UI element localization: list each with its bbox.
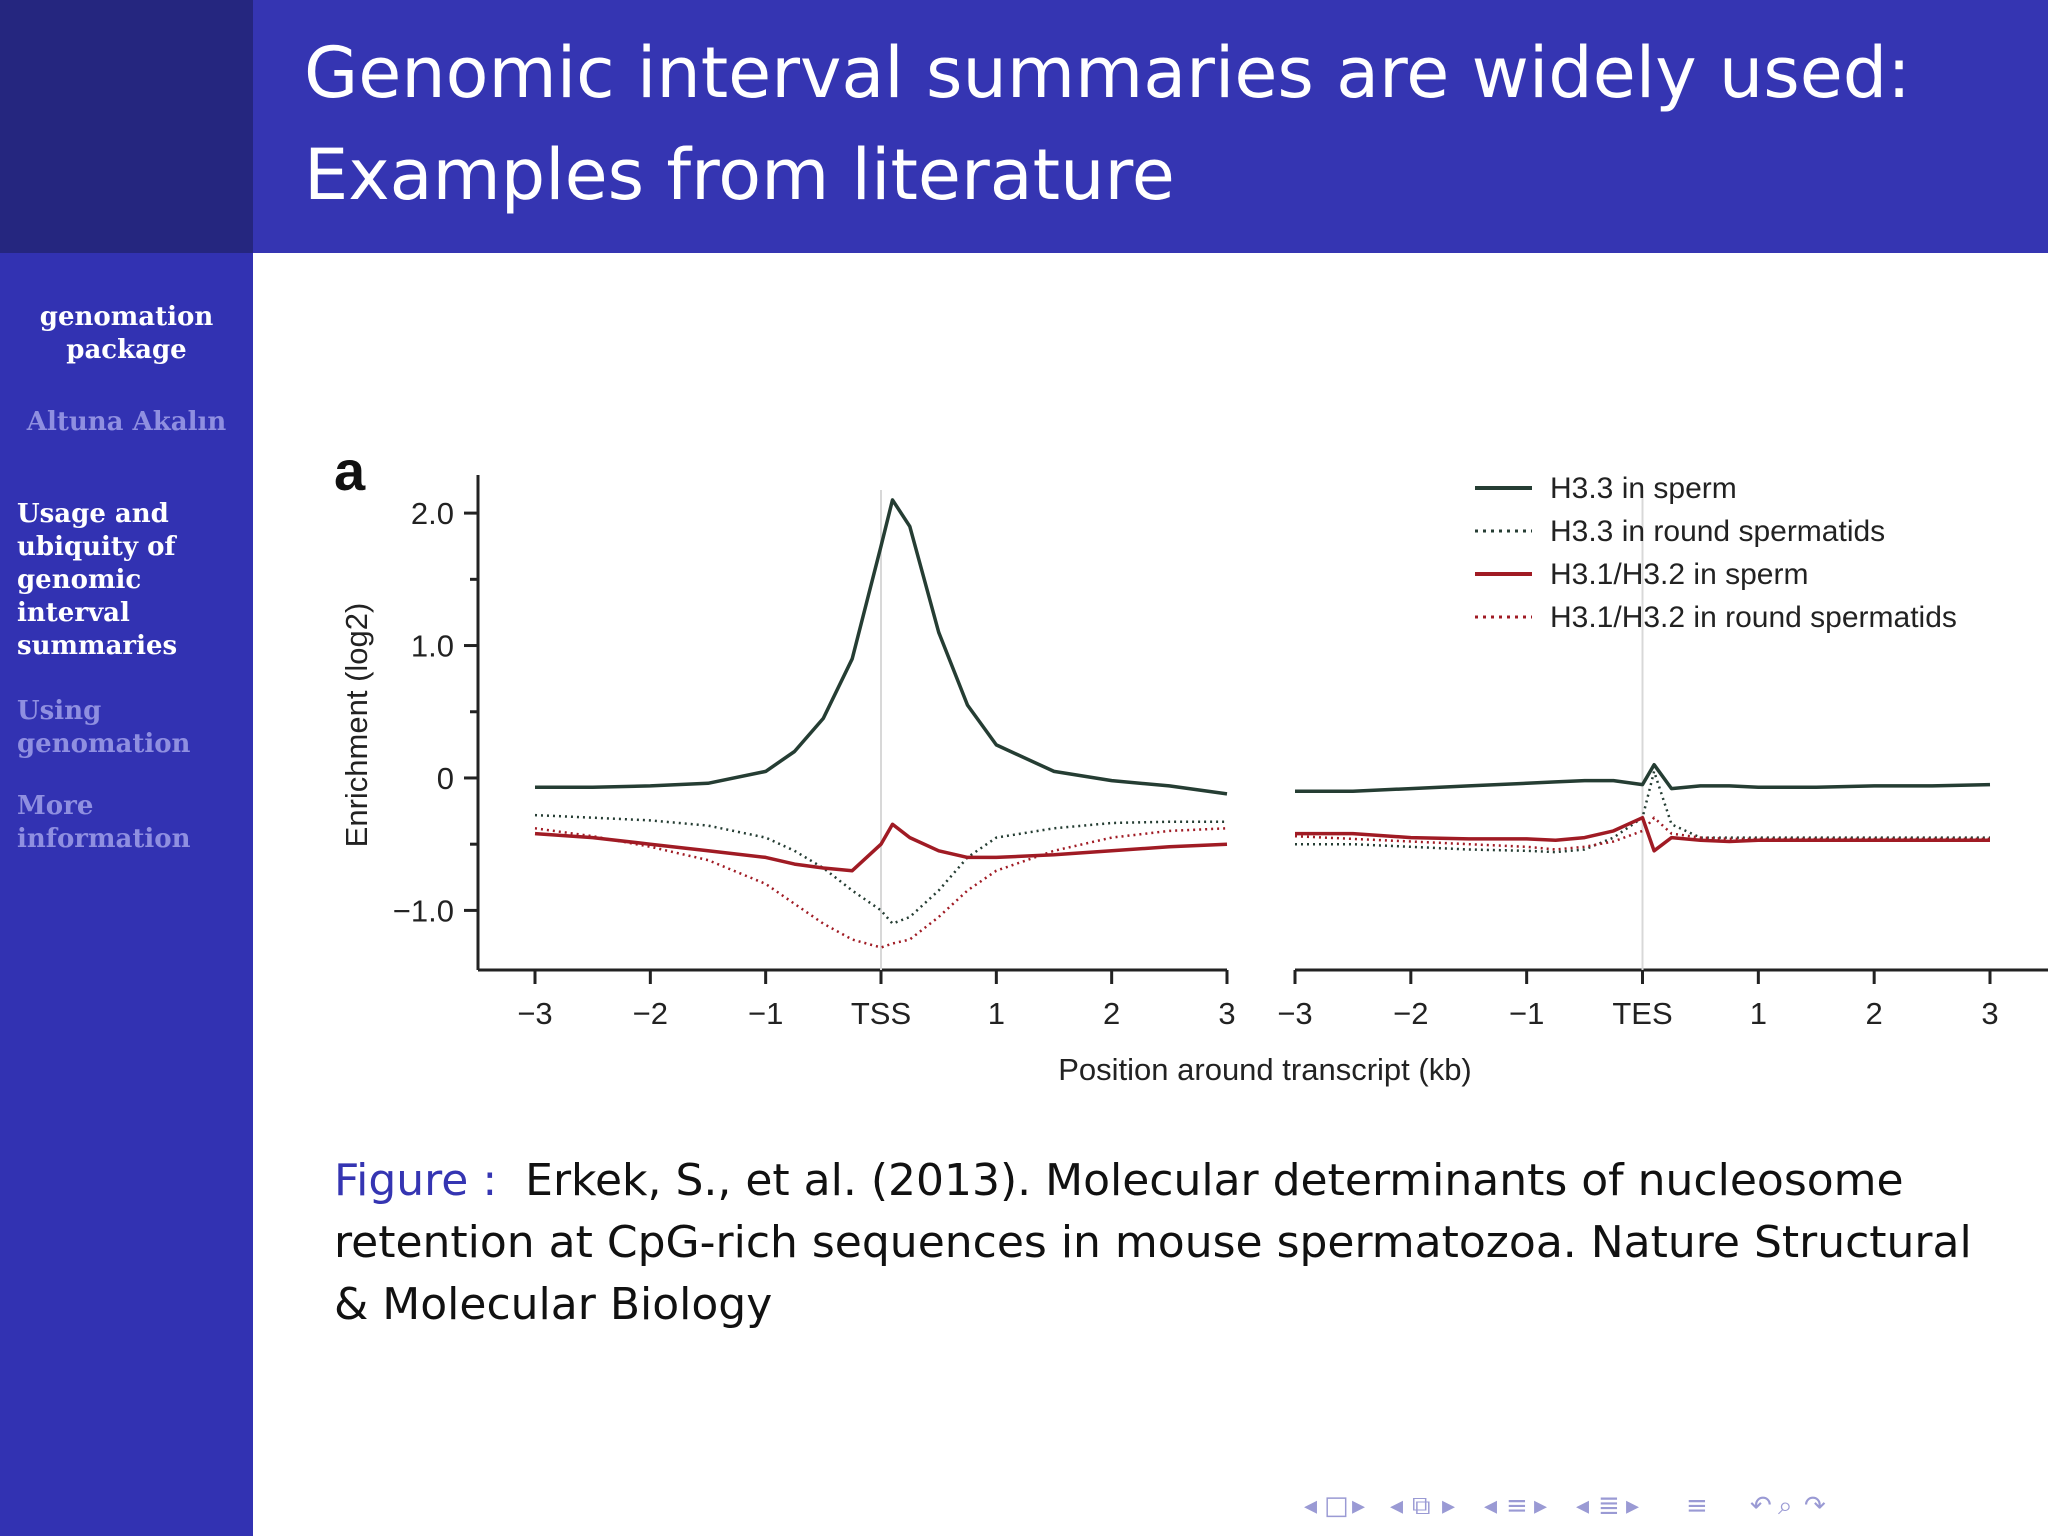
series-line-tss [534, 822, 1228, 873]
series-line-tes [1295, 815, 1990, 853]
nav-section-icon[interactable]: ≡ [1506, 1491, 1528, 1521]
x-tick-label: −2 [633, 996, 668, 1031]
nav-next-frame-icon[interactable]: ▸ [1352, 1491, 1366, 1521]
nav-all-icon[interactable]: ≣ [1598, 1491, 1620, 1521]
title-bar [253, 0, 2048, 253]
slide-title-line: Genomic interval summaries are widely us… [304, 32, 1911, 114]
x-tick-label: 3 [1218, 996, 1235, 1031]
sidebar-section-more-information[interactable]: More information [17, 790, 247, 856]
y-tick-label: 1.0 [411, 629, 454, 664]
caption-line: retention at CpG-rich sequences in mouse… [334, 1217, 1972, 1268]
x-tick-label: 1 [988, 996, 1005, 1031]
nav-frame-icon[interactable]: □ [1324, 1491, 1349, 1521]
panel-label: a [334, 439, 366, 502]
x-tick-label: 2 [1103, 996, 1120, 1031]
sidebar: genomation package Altuna Akalın Usage a… [0, 253, 253, 1536]
sidebar-section-line: information [17, 824, 191, 854]
sidebar-title-line: genomation [39, 302, 214, 332]
nav-next-subsection-icon[interactable]: ▸ [1442, 1491, 1456, 1521]
sidebar-section-line: interval [17, 598, 130, 628]
nav-prev-section-icon[interactable]: ◂ [1484, 1491, 1498, 1521]
x-tick-label: TSS [851, 996, 911, 1031]
nav-search-icon[interactable]: ⌕ [1778, 1491, 1793, 1521]
nav-prev-frame-icon[interactable]: ◂ [1304, 1491, 1318, 1521]
sidebar-section-line: summaries [17, 631, 178, 661]
nav-back-icon[interactable]: ↶ [1750, 1491, 1772, 1521]
x-tick-label: −1 [1509, 996, 1544, 1031]
x-tick-label: −1 [748, 996, 783, 1031]
x-tick-label: 1 [1750, 996, 1767, 1031]
y-tick-label: 0 [437, 761, 454, 796]
sidebar-section-line: ubiquity of [17, 532, 176, 562]
series-line-tss [534, 813, 1227, 925]
legend-entry: H3.3 in round spermatids [1550, 515, 1885, 548]
series-line-tss [534, 827, 1228, 949]
beamer-navigation-bar: ◂ □ ▸ ◂ ⧉ ▸ ◂ ≡ ▸ ◂ ≣ ▸ ≡ ↶ ⌕ ↷ [1300, 1488, 2040, 1524]
caption-text: Erkek, S., et al. (2013). Molecular dete… [525, 1155, 1904, 1206]
nav-forward-icon[interactable]: ↷ [1804, 1491, 1826, 1521]
nav-prev-all-icon[interactable]: ◂ [1576, 1491, 1590, 1521]
sidebar-author[interactable]: Altuna Akalın [26, 407, 227, 437]
figure-caption: Figure : Erkek, S., et al. (2013). Molec… [334, 1150, 2014, 1336]
legend-entry: H3.1/H3.2 in sperm [1550, 558, 1808, 591]
caption-line: Figure : Erkek, S., et al. (2013). Molec… [334, 1150, 2014, 1212]
x-tick-label: 3 [1981, 996, 1998, 1031]
sidebar-section-line: More [17, 791, 94, 821]
nav-subsection-icon[interactable]: ⧉ [1412, 1491, 1431, 1521]
y-tick-label: −1.0 [393, 893, 454, 928]
sidebar-section-usage[interactable]: Usage and ubiquity of genomic interval s… [17, 498, 247, 663]
sidebar-section-line: Using [17, 696, 102, 726]
enrichment-profile-chart: a 2.0 1.0 0 −1.0 Enrichment (log2) −3 −2 −1 TSS 1 2… [334, 439, 2048, 1087]
x-tick-label: TES [1612, 996, 1672, 1031]
nav-prev-subsection-icon[interactable]: ◂ [1390, 1491, 1404, 1521]
series-line-tes [1295, 762, 1991, 793]
sidebar-section-using-genomation[interactable]: Using genomation [17, 695, 247, 761]
x-tick-label: 2 [1866, 996, 1883, 1031]
legend-entry: H3.1/H3.2 in round spermatids [1550, 601, 1957, 634]
series-line-tes [1294, 816, 1990, 851]
sidebar-title-line: package [66, 335, 187, 365]
nav-next-section-icon[interactable]: ▸ [1534, 1491, 1548, 1521]
sidebar-presentation-title[interactable]: genomation package [0, 301, 253, 367]
x-axis-label: Position around transcript (kb) [1058, 1052, 1472, 1087]
x-tick-label: −3 [1277, 996, 1312, 1031]
sidebar-section-line: Usage and [17, 499, 169, 529]
slide-title-line: Examples from literature [304, 134, 1175, 216]
caption-line: & Molecular Biology [334, 1279, 773, 1330]
y-axis-label: Enrichment (log2) [339, 603, 374, 848]
series-line-tss [535, 498, 1228, 796]
slide-title: Genomic interval summaries are widely us… [304, 22, 2024, 226]
y-tick-label: 2.0 [411, 496, 454, 531]
x-tick-label: −3 [517, 996, 552, 1031]
x-tick-label: −2 [1393, 996, 1428, 1031]
nav-next-all-icon[interactable]: ▸ [1626, 1491, 1640, 1521]
sidebar-section-line: genomic [17, 565, 142, 595]
caption-label: Figure : [334, 1155, 498, 1206]
sidebar-section-line: genomation [17, 729, 191, 759]
legend-entry: H3.3 in sperm [1550, 472, 1737, 505]
title-corner-block [0, 0, 253, 253]
nav-toc-icon[interactable]: ≡ [1686, 1491, 1708, 1521]
